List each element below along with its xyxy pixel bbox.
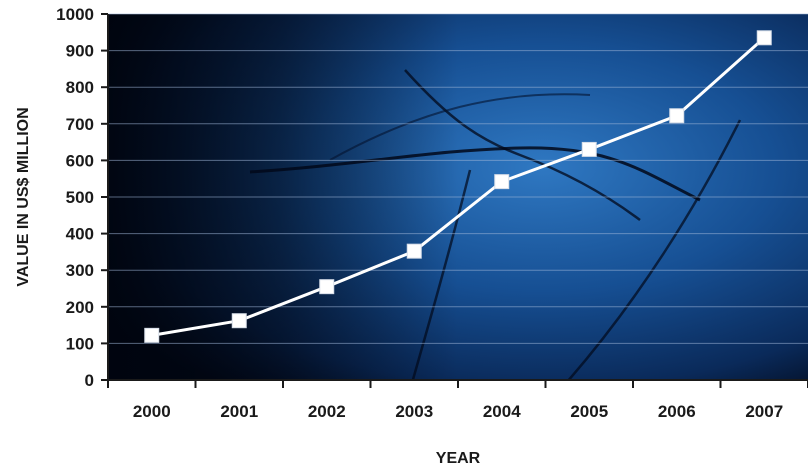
series-group <box>144 30 772 343</box>
data-point-marker <box>669 108 685 124</box>
x-tick-label: 2007 <box>745 402 783 421</box>
x-tick-label: 2003 <box>395 402 433 421</box>
x-axis-tick-labels: 2000 2001 2002 2003 2004 2005 2006 2007 <box>107 380 808 421</box>
y-tick-label: 800 <box>66 78 94 97</box>
y-axis-label: VALUE IN US$ MILLION <box>15 107 32 286</box>
data-point-marker <box>231 313 247 329</box>
grid-lines <box>108 13 808 344</box>
y-tick-label: 200 <box>66 298 94 317</box>
data-point-marker <box>406 243 422 259</box>
y-tick-label: 400 <box>66 225 94 244</box>
x-axis-label: YEAR <box>436 450 481 467</box>
x-tick-label: 2006 <box>658 402 696 421</box>
background-crack-2 <box>404 69 641 222</box>
x-tick-label: 2004 <box>483 402 521 421</box>
y-tick-label: 900 <box>66 42 94 61</box>
x-tick-label: 2001 <box>220 402 258 421</box>
plot-background <box>108 14 808 380</box>
x-tick-label: 2005 <box>570 402 608 421</box>
y-tick-label: 600 <box>66 151 94 170</box>
background-crack-3 <box>411 169 472 380</box>
data-point-marker <box>756 30 772 46</box>
y-axis-tick-labels: 0 100 200 300 400 500 600 700 800 900 1000 <box>56 5 108 390</box>
data-point-marker <box>319 279 335 295</box>
x-tick-label: 2000 <box>133 402 171 421</box>
y-tick-label: 100 <box>66 334 94 353</box>
background-crack-5 <box>329 93 591 161</box>
data-point-marker <box>144 327 160 343</box>
data-point-marker <box>581 141 597 157</box>
background-crack-1 <box>249 146 701 202</box>
y-tick-label: 700 <box>66 115 94 134</box>
series-line <box>151 36 766 337</box>
y-tick-label: 0 <box>85 371 94 390</box>
y-tick-label: 500 <box>66 188 94 207</box>
background-crack-4 <box>567 119 742 380</box>
y-tick-label: 300 <box>66 261 94 280</box>
y-tick-label: 1000 <box>56 5 94 24</box>
x-tick-label: 2002 <box>308 402 346 421</box>
data-point-marker <box>494 174 510 190</box>
